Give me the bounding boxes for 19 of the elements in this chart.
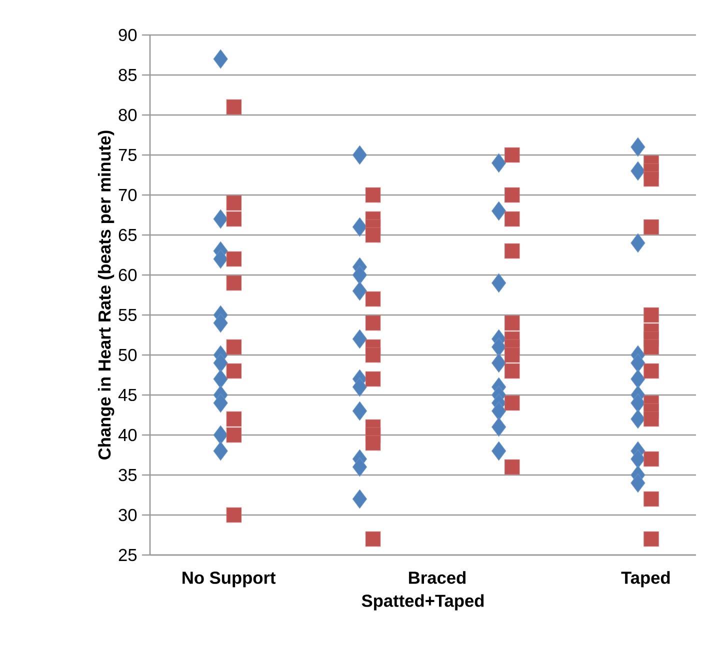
- y-axis-title: Change in Heart Rate (beats per minute): [98, 130, 114, 460]
- y-tick-label: 30: [118, 508, 137, 522]
- y-tick-label: 80: [118, 108, 137, 122]
- x-axis-title: Spatted+Taped: [362, 594, 484, 610]
- x-tick-label: Braced: [409, 571, 466, 584]
- y-tick-label: 40: [118, 428, 137, 442]
- y-tick-label: 70: [118, 188, 137, 202]
- y-tick-label: 75: [118, 148, 137, 162]
- y-tick-label: 55: [118, 308, 137, 322]
- y-tick-label: 45: [118, 388, 137, 402]
- y-tick-label: 50: [118, 348, 137, 362]
- y-tick-label: 35: [118, 468, 137, 482]
- y-tick-label: 85: [118, 68, 137, 82]
- x-tick-label: No Support: [182, 572, 276, 588]
- y-tick-label: 25: [118, 548, 137, 562]
- y-tick-label: 65: [118, 228, 137, 242]
- y-tick-label: 60: [118, 268, 137, 282]
- x-tick-label: Taped: [621, 571, 670, 588]
- y-tick-label: 90: [118, 28, 137, 42]
